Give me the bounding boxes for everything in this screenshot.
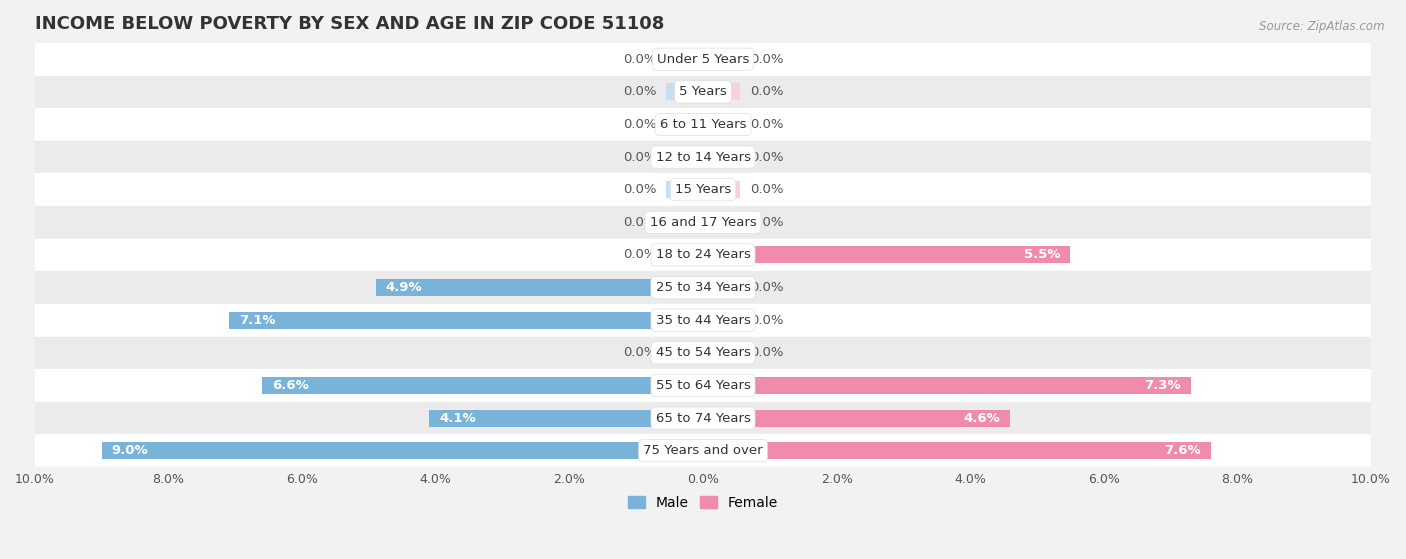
Bar [262,377,703,394]
Text: 4.9%: 4.9% [385,281,422,294]
Text: 6 to 11 Years: 6 to 11 Years [659,118,747,131]
Bar [35,206,1371,239]
Text: 0.0%: 0.0% [749,183,783,196]
Text: 35 to 44 Years: 35 to 44 Years [655,314,751,326]
Bar [35,173,1371,206]
Bar [703,149,740,165]
Text: 7.3%: 7.3% [1144,379,1181,392]
Text: Source: ZipAtlas.com: Source: ZipAtlas.com [1260,20,1385,32]
Bar [666,83,703,100]
Text: 0.0%: 0.0% [749,281,783,294]
Bar [666,214,703,231]
Text: 7.1%: 7.1% [239,314,276,326]
Bar [375,279,703,296]
Bar [703,214,740,231]
Bar [703,312,740,329]
Text: 0.0%: 0.0% [749,216,783,229]
Text: 18 to 24 Years: 18 to 24 Years [655,248,751,262]
Bar [666,181,703,198]
Text: 4.1%: 4.1% [439,411,475,425]
Text: 0.0%: 0.0% [749,314,783,326]
Text: 7.6%: 7.6% [1164,444,1201,457]
Text: 65 to 74 Years: 65 to 74 Years [655,411,751,425]
Bar [35,271,1371,304]
Bar [35,402,1371,434]
Bar [666,51,703,68]
Bar [703,116,740,133]
Text: 0.0%: 0.0% [749,347,783,359]
Text: 75 Years and over: 75 Years and over [643,444,763,457]
Bar [429,410,703,427]
Text: 16 and 17 Years: 16 and 17 Years [650,216,756,229]
Bar [703,279,740,296]
Bar [703,51,740,68]
Text: 9.0%: 9.0% [111,444,149,457]
Text: 55 to 64 Years: 55 to 64 Years [655,379,751,392]
Text: 5.5%: 5.5% [1024,248,1060,262]
Text: 0.0%: 0.0% [623,183,657,196]
Text: 0.0%: 0.0% [749,118,783,131]
Bar [35,75,1371,108]
Bar [35,434,1371,467]
Bar [229,312,703,329]
Legend: Male, Female: Male, Female [623,490,783,515]
Bar [703,181,740,198]
Bar [703,83,740,100]
Text: 0.0%: 0.0% [623,347,657,359]
Text: 15 Years: 15 Years [675,183,731,196]
Text: INCOME BELOW POVERTY BY SEX AND AGE IN ZIP CODE 51108: INCOME BELOW POVERTY BY SEX AND AGE IN Z… [35,15,664,33]
Bar [703,410,1011,427]
Text: 0.0%: 0.0% [623,118,657,131]
Bar [35,141,1371,173]
Text: 25 to 34 Years: 25 to 34 Years [655,281,751,294]
Text: 0.0%: 0.0% [749,53,783,66]
Bar [703,247,1070,263]
Bar [703,344,740,361]
Bar [666,149,703,165]
Bar [666,247,703,263]
Text: 45 to 54 Years: 45 to 54 Years [655,347,751,359]
Bar [35,108,1371,141]
Text: 0.0%: 0.0% [749,86,783,98]
Text: Under 5 Years: Under 5 Years [657,53,749,66]
Text: 5 Years: 5 Years [679,86,727,98]
Text: 4.6%: 4.6% [963,411,1000,425]
Text: 12 to 14 Years: 12 to 14 Years [655,150,751,164]
Text: 0.0%: 0.0% [623,248,657,262]
Bar [666,344,703,361]
Bar [666,116,703,133]
Bar [35,369,1371,402]
Text: 0.0%: 0.0% [623,53,657,66]
Bar [703,377,1191,394]
Bar [101,442,703,459]
Bar [35,337,1371,369]
Text: 0.0%: 0.0% [749,150,783,164]
Text: 0.0%: 0.0% [623,86,657,98]
Bar [35,43,1371,75]
Bar [35,239,1371,271]
Bar [703,442,1211,459]
Bar [35,304,1371,337]
Text: 0.0%: 0.0% [623,216,657,229]
Text: 0.0%: 0.0% [623,150,657,164]
Text: 6.6%: 6.6% [273,379,309,392]
